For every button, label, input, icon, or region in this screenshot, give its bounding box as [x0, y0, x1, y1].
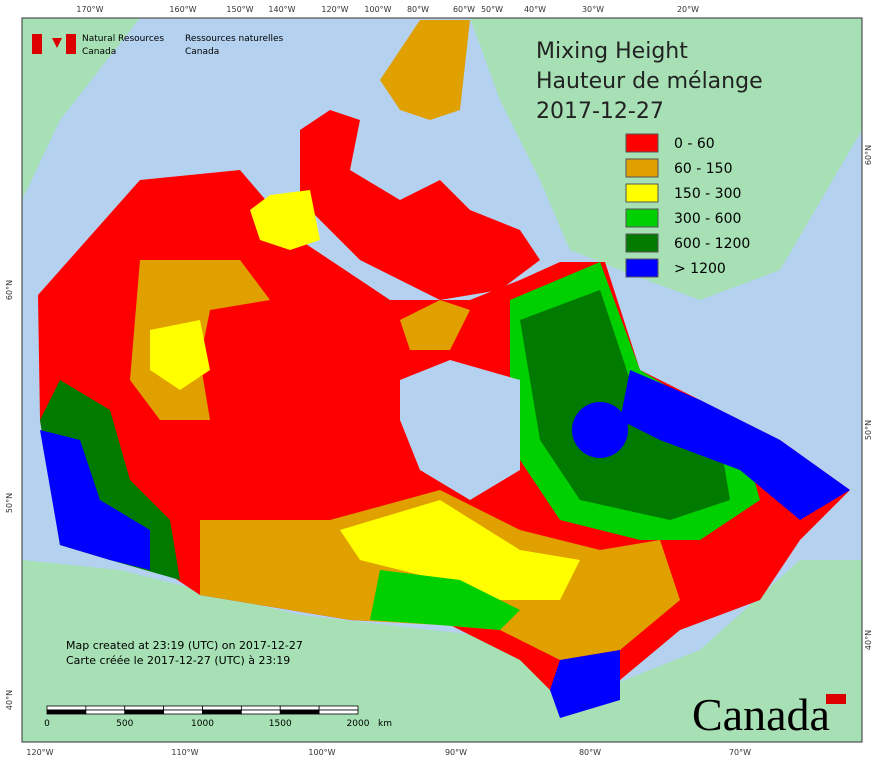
scale-segment	[279, 705, 320, 711]
map-area	[22, 18, 862, 742]
graticule-label: 160°W	[169, 5, 196, 14]
scale-label: 0	[44, 719, 50, 729]
graticule-label: 110°W	[171, 748, 198, 757]
region-blue-bc	[40, 430, 150, 570]
graticule-label: 150°W	[226, 5, 253, 14]
nrcan-signature: Natural Resources Canada Ressources natu…	[32, 34, 284, 57]
scale-segment	[240, 709, 281, 715]
agency-en: Natural Resources	[82, 34, 164, 44]
title-en: Mixing Height	[536, 39, 688, 64]
legend-label: 600 - 1200	[674, 236, 750, 252]
flag-bar	[66, 34, 76, 54]
legend-label: 60 - 150	[674, 161, 733, 177]
graticule-label: 80°W	[579, 748, 601, 757]
legend-swatch	[625, 208, 659, 228]
scale-segment	[163, 705, 203, 711]
graticule-labels: 170°W 160°W 150°W 140°W 120°W 100°W 80°W 60°W 50…	[5, 5, 873, 757]
graticule-label: 60°W	[453, 5, 475, 14]
graticule-label: 80°W	[407, 5, 429, 14]
scale-segment	[46, 705, 87, 711]
scale-label: 500	[116, 719, 133, 729]
graticule-label: 120°W	[321, 5, 348, 14]
alaska	[22, 18, 140, 200]
scale-segment	[202, 709, 242, 715]
region-yellow-west	[150, 320, 210, 390]
usa	[22, 560, 862, 742]
legend-label: 0 - 60	[674, 136, 715, 152]
graticule-label: 120°W	[26, 748, 53, 757]
region-blue-ontario	[550, 650, 620, 718]
scale-segment	[318, 709, 359, 715]
scale-segment	[124, 709, 165, 715]
legend-swatch	[625, 183, 659, 203]
scale-segment	[124, 705, 165, 711]
scale-segment	[46, 709, 87, 715]
flag-leaf	[52, 38, 62, 48]
legend-label: 150 - 300	[674, 186, 741, 202]
graticule-label: 170°W	[76, 5, 103, 14]
ellesmere-north	[380, 20, 470, 120]
graticule-label: 100°W	[308, 748, 335, 757]
credit-en: Map created at 23:19 (UTC) on 2017-12-27	[66, 639, 303, 652]
scale-segment	[318, 705, 359, 711]
agency-en: Canada	[82, 47, 116, 57]
legend-swatch	[625, 258, 659, 278]
scale-label: 1500	[269, 719, 292, 729]
graticule-label: 40°W	[524, 5, 546, 14]
graticule-label: 90°W	[445, 748, 467, 757]
credit-fr: Carte créée le 2017-12-27 (UTC) à 23:19	[66, 654, 290, 667]
scale-segment	[163, 709, 203, 715]
graticule-label: 50°W	[481, 5, 503, 14]
title-fr: Hauteur de mélange	[536, 69, 763, 94]
region-green-south	[370, 570, 520, 630]
graticule-label: 40°N	[5, 690, 14, 710]
graticule-label: 50°N	[864, 420, 873, 440]
graticule-label: 20°W	[677, 5, 699, 14]
graticule-label: 60°N	[864, 145, 873, 165]
region-blue-spot	[572, 402, 628, 458]
hudson-bay	[400, 360, 520, 500]
agency-fr: Canada	[185, 47, 219, 57]
region-yellow-south	[340, 500, 580, 600]
title-date: 2017-12-27	[536, 99, 664, 124]
scale-label: 2000	[347, 719, 370, 729]
region-blue-labrador	[620, 370, 850, 520]
graticule-label: 30°W	[582, 5, 604, 14]
legend-label: 300 - 600	[674, 211, 741, 227]
legend-label: > 1200	[674, 261, 726, 277]
scale-segment	[240, 705, 281, 711]
canada-wordmark: Canada	[692, 689, 846, 740]
arctic-islands	[300, 110, 540, 300]
graticule-label: 50°N	[5, 493, 14, 513]
graticule-label: 140°W	[268, 5, 295, 14]
wordmark-text: Canada	[692, 689, 830, 740]
agency-fr: Ressources naturelles	[185, 34, 284, 44]
scale-segment	[202, 705, 242, 711]
greenland	[470, 18, 862, 300]
legend: 0 - 60 60 - 150 150 - 300 300 - 600 600 - 12…	[625, 133, 750, 278]
legend-swatch	[625, 133, 659, 153]
banks-island	[250, 190, 320, 250]
scale-segment	[85, 709, 126, 715]
scale-segment	[279, 709, 320, 715]
graticule-label: 70°W	[729, 748, 751, 757]
wordmark-flag	[826, 694, 846, 704]
graticule-label: 100°W	[364, 5, 391, 14]
legend-swatch	[625, 233, 659, 253]
graticule-label: 60°N	[5, 280, 14, 300]
scale-segment	[85, 705, 126, 711]
scale-unit: km	[378, 719, 392, 729]
scale-bar: 0 500 1000 1500 2000 km	[44, 705, 392, 729]
legend-swatch	[625, 158, 659, 178]
scale-label: 1000	[191, 719, 214, 729]
map-frame	[21, 17, 863, 743]
graticule-label: 40°N	[864, 630, 873, 650]
region-orange-central	[400, 300, 470, 350]
flag-bar	[32, 34, 42, 54]
